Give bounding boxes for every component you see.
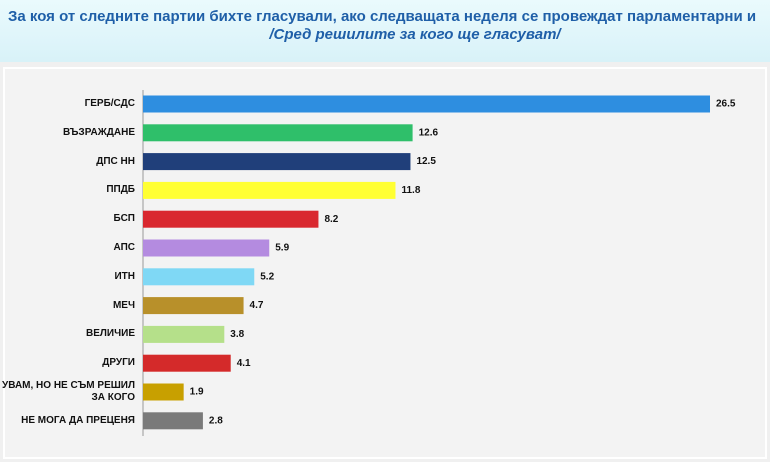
bar: [143, 153, 411, 171]
category-label: ВЪЗРАЖДАНЕ: [63, 126, 135, 138]
category-label: ДПС НН: [96, 155, 135, 167]
category-label: ДРУГИ: [102, 357, 135, 369]
bar: [143, 325, 225, 343]
bar: [143, 181, 396, 199]
bar: [143, 124, 413, 142]
bar: [143, 412, 203, 430]
category-label: МЕЧ: [112, 299, 135, 311]
chart-subtitle: /Сред решилите за кого ще гласуват/: [269, 26, 561, 43]
category-label: ИТН: [114, 270, 135, 282]
value-label: 4.1: [237, 358, 251, 369]
value-label: 2.8: [209, 415, 223, 426]
value-label: 1.9: [190, 387, 204, 398]
category-label: АПС: [113, 242, 136, 253]
bar: [143, 95, 710, 113]
header: За коя от следните партии бихте гласувал…: [0, 0, 770, 62]
bar: [143, 297, 244, 315]
category-label: НЕ МОГА ДА ПРЕЦЕНЯ: [21, 414, 135, 426]
category-label: ППДБ: [106, 184, 135, 196]
category-label: ВЕЛИЧИЕ: [86, 328, 135, 340]
value-label: 11.8: [401, 185, 420, 196]
bar: [143, 354, 231, 372]
category-label: ГЕРБ/СДС: [84, 98, 135, 109]
value-label: 4.7: [250, 300, 264, 311]
value-label: 12.6: [419, 127, 439, 138]
bar: [143, 239, 270, 257]
chart-title: За коя от следните партии бихте гласувал…: [8, 8, 757, 25]
value-label: 3.8: [230, 329, 244, 340]
bar: [143, 383, 184, 401]
bar: [143, 268, 255, 286]
value-label: 12.5: [416, 156, 436, 167]
value-label: 8.2: [324, 214, 338, 225]
value-label: 5.2: [260, 271, 274, 282]
bar: [143, 210, 319, 228]
value-label: 26.5: [716, 99, 736, 110]
category-label: УВАМ, НО НЕ СЪМ РЕШИЛ ЗА КОГО: [2, 380, 135, 403]
category-label: БСП: [113, 213, 135, 225]
value-label: 5.9: [275, 243, 289, 254]
